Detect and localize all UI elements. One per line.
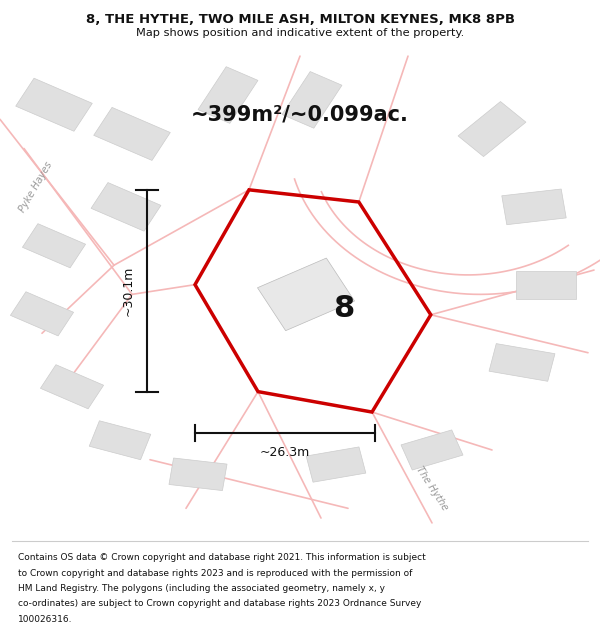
Text: ~30.1m: ~30.1m (121, 266, 134, 316)
Text: Pyke Hayes: Pyke Hayes (17, 161, 55, 214)
Bar (89, 421, 151, 460)
Text: 8, THE HYTHE, TWO MILE ASH, MILTON KEYNES, MK8 8PB: 8, THE HYTHE, TWO MILE ASH, MILTON KEYNE… (86, 12, 515, 26)
Bar (489, 344, 555, 381)
Text: The Hythe: The Hythe (414, 465, 450, 512)
Bar (16, 78, 92, 131)
Text: ~399m²/~0.099ac.: ~399m²/~0.099ac. (191, 104, 409, 124)
Bar (10, 292, 74, 336)
Bar (198, 67, 258, 123)
Bar (40, 364, 104, 409)
Text: to Crown copyright and database rights 2023 and is reproduced with the permissio: to Crown copyright and database rights 2… (18, 569, 412, 578)
Bar (306, 447, 366, 482)
Text: Map shows position and indicative extent of the property.: Map shows position and indicative extent… (136, 28, 464, 39)
Bar (516, 271, 576, 299)
Bar (91, 182, 161, 231)
Bar (169, 458, 227, 491)
Bar (401, 430, 463, 470)
Bar (257, 258, 355, 331)
Bar (458, 101, 526, 156)
Bar (282, 71, 342, 128)
Bar (94, 107, 170, 161)
Bar (502, 189, 566, 224)
Bar (22, 224, 86, 268)
Text: co-ordinates) are subject to Crown copyright and database rights 2023 Ordnance S: co-ordinates) are subject to Crown copyr… (18, 599, 421, 608)
Text: HM Land Registry. The polygons (including the associated geometry, namely x, y: HM Land Registry. The polygons (includin… (18, 584, 385, 593)
Text: 8: 8 (333, 294, 354, 323)
Text: ~26.3m: ~26.3m (260, 446, 310, 459)
Text: 100026316.: 100026316. (18, 614, 73, 624)
Text: Contains OS data © Crown copyright and database right 2021. This information is : Contains OS data © Crown copyright and d… (18, 553, 426, 562)
